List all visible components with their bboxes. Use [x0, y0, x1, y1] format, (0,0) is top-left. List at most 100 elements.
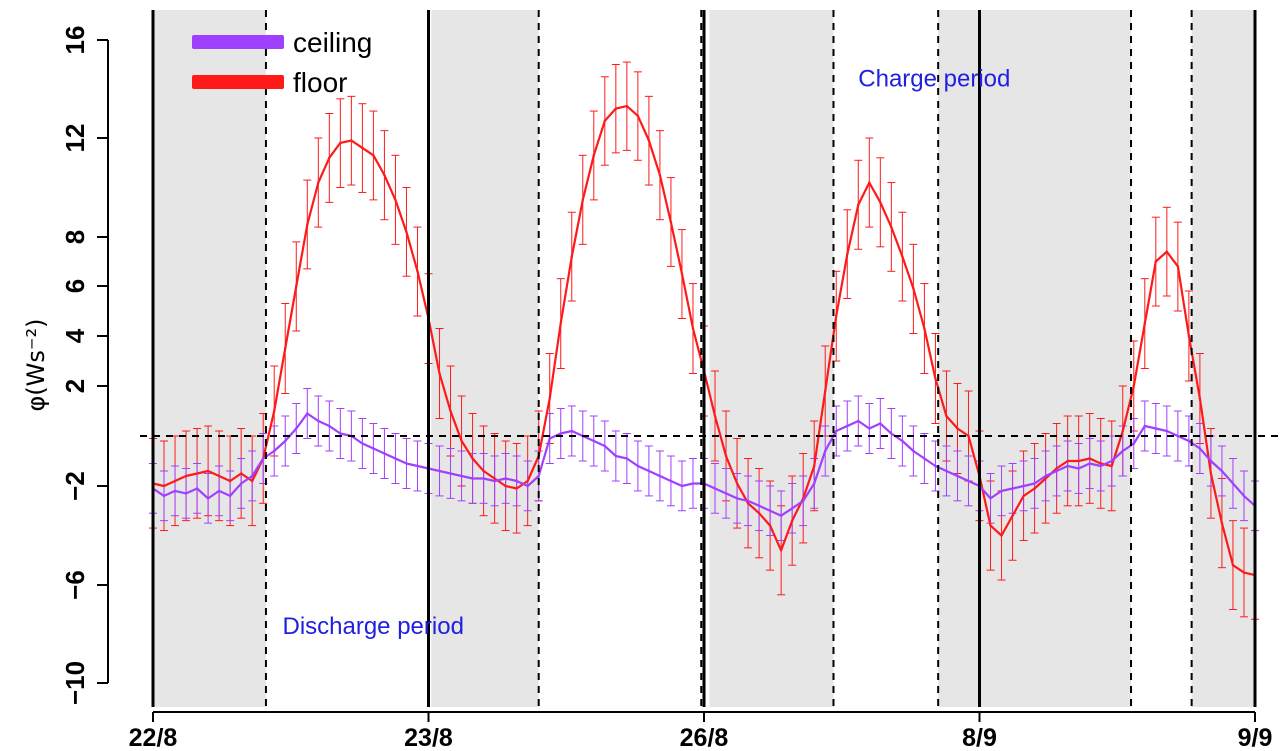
ceiling-point [162, 494, 166, 498]
ceiling-point [526, 484, 529, 488]
floor-point [691, 327, 695, 330]
ceiling-point [273, 449, 276, 453]
ceiling-point [394, 457, 397, 460]
floor-point [372, 154, 375, 157]
y-tick-label: 16 [60, 26, 90, 55]
ceiling-point [295, 427, 298, 430]
floor-point [449, 409, 452, 413]
ceiling-point [614, 454, 618, 458]
floor-point [1066, 459, 1069, 463]
floor-point [581, 198, 584, 202]
ceiling-point [471, 477, 474, 480]
floor-point [383, 173, 386, 177]
floor-point [1011, 514, 1014, 517]
ceiling-point [449, 472, 452, 475]
floor-point [614, 107, 618, 110]
floor-point [967, 434, 970, 438]
ceiling-point [184, 492, 188, 495]
floor-point [824, 389, 827, 393]
shaded-period [979, 10, 1132, 707]
floor-point [1022, 494, 1025, 498]
ceiling-point [835, 429, 838, 433]
legend-label-ceiling: ceiling [293, 27, 372, 58]
floor-point [625, 104, 629, 108]
floor-point [868, 181, 871, 184]
floor-point [746, 502, 750, 505]
legend-label-floor: floor [293, 67, 347, 98]
floor-point [757, 512, 761, 515]
shaded-period [709, 10, 834, 707]
ceiling-point [1022, 484, 1025, 488]
y-tick-label: −10 [60, 661, 90, 705]
x-tick-label: 9/9 [1238, 724, 1273, 751]
floor-point [416, 270, 419, 273]
floor-point [394, 198, 397, 202]
floor-point [471, 457, 474, 460]
annotation: Charge period [858, 66, 1010, 93]
x-tick-label: 26/8 [680, 724, 729, 751]
ceiling-point [923, 457, 926, 460]
floor-point [1242, 571, 1246, 574]
ceiling-point [1099, 464, 1102, 468]
floor-point [912, 287, 915, 290]
floor-point [813, 464, 816, 468]
ceiling-point [625, 457, 629, 460]
floor-point [989, 524, 992, 527]
ceiling-point [813, 482, 816, 485]
floor-point [284, 347, 287, 350]
floor-point [438, 372, 441, 375]
y-tick-label: −6 [60, 570, 90, 600]
ceiling-point [647, 469, 651, 473]
ceiling-point [1132, 442, 1135, 445]
ceiling-point [857, 419, 860, 423]
ceiling-point [879, 422, 882, 425]
ceiling-point [1242, 494, 1246, 498]
ceiling-point [934, 464, 937, 468]
ceiling-point [284, 439, 287, 443]
ceiling-point [515, 479, 518, 483]
floor-point [570, 255, 573, 258]
floor-point [647, 139, 651, 142]
floor-point [779, 549, 783, 552]
ceiling-point [890, 432, 893, 435]
floor-point [890, 225, 893, 229]
floor-point [1000, 534, 1003, 537]
ceiling-point [416, 464, 419, 468]
legend-swatch-floor [192, 75, 284, 89]
ceiling-point [206, 497, 210, 500]
floor-point [603, 119, 607, 123]
floor-point [1088, 457, 1091, 460]
y-tick-label: 8 [60, 230, 90, 244]
ceiling-point [945, 469, 948, 473]
y-tick-label: 2 [60, 379, 90, 393]
y-tick-label: 12 [60, 124, 90, 153]
ceiling-point [339, 432, 342, 435]
floor-point [1077, 459, 1080, 463]
ceiling-point [383, 452, 386, 455]
ceiling-point [1088, 462, 1091, 465]
ceiling-point [195, 487, 199, 490]
floor-point [239, 472, 243, 475]
ceiling-point [262, 457, 265, 460]
floor-point [636, 114, 640, 118]
floor-point [945, 414, 948, 418]
ceiling-point [173, 489, 177, 493]
ceiling-point [1110, 459, 1113, 463]
floor-point [1044, 477, 1047, 480]
ceiling-point [735, 497, 739, 500]
ceiling-point [372, 447, 375, 450]
y-tick-label: −2 [60, 471, 90, 501]
ceiling-point [967, 479, 970, 483]
ceiling-point [1154, 427, 1158, 430]
ceiling-point [790, 507, 794, 510]
ceiling-point [989, 497, 992, 500]
y-tick-label: 4 [60, 328, 90, 343]
floor-point [515, 487, 518, 490]
ceiling-point [1176, 434, 1180, 438]
ceiling-point [1187, 439, 1191, 443]
floor-point [493, 477, 496, 480]
floor-point [184, 474, 188, 478]
floor-point [1220, 521, 1224, 525]
x-tick-label: 22/8 [129, 724, 178, 751]
floor-point [1033, 487, 1036, 490]
